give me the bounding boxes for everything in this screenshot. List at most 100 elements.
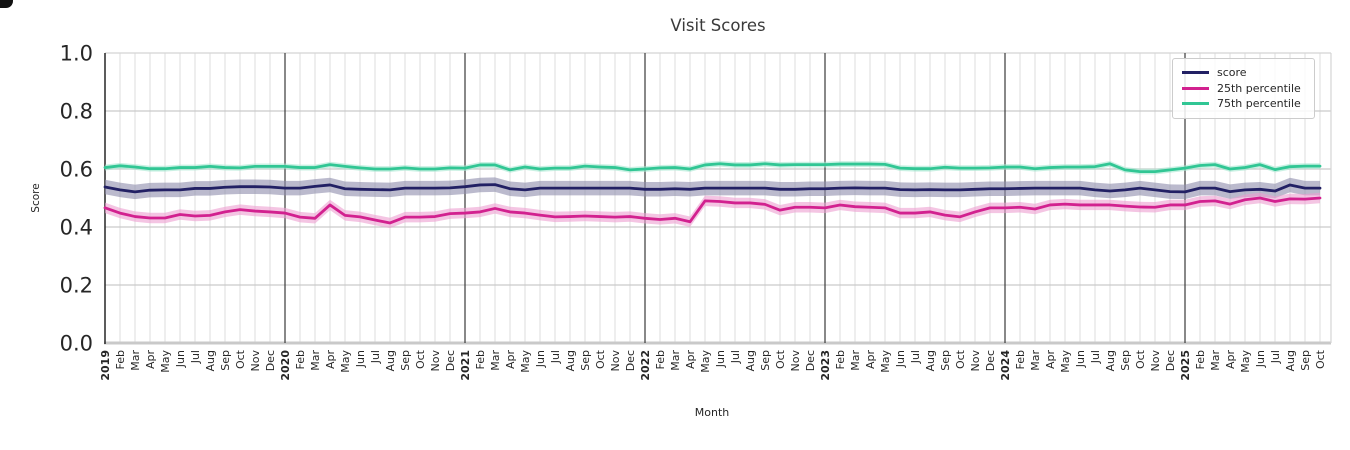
x-tick-label: Mar: [669, 350, 682, 371]
x-tick-label: Dec: [804, 350, 817, 371]
legend-label: 25th percentile: [1217, 81, 1301, 95]
x-tick-label: Sep: [939, 350, 952, 371]
legend-item-75th-percentile: 75th percentile: [1182, 96, 1306, 112]
legend-swatch: [1182, 86, 1209, 90]
x-tick-label: Jun: [174, 350, 187, 368]
x-tick-label: Aug: [1284, 350, 1297, 371]
x-tick-label: Sep: [1299, 350, 1312, 371]
x-tick-label: Apr: [1224, 350, 1237, 370]
x-tick-label: Aug: [1104, 350, 1117, 371]
legend-item-25th-percentile: 25th percentile: [1182, 81, 1306, 97]
x-tick-label: Apr: [504, 350, 517, 370]
x-tick-label: May: [1239, 350, 1252, 373]
x-tick-label: Jul: [189, 350, 202, 364]
x-tick-label: Apr: [864, 350, 877, 370]
y-tick-label: 0.8: [60, 100, 93, 124]
x-tick-label: Jul: [1089, 350, 1102, 364]
legend-label: score: [1217, 66, 1247, 80]
x-tick-label: Dec: [624, 350, 637, 371]
x-tick-label: Mar: [1209, 350, 1222, 371]
y-tick-label: 0.6: [60, 158, 93, 182]
legend-item-score: score: [1182, 65, 1306, 81]
x-tick-label: Aug: [564, 350, 577, 371]
x-tick-label: Feb: [1014, 350, 1027, 369]
x-tick-label: Oct: [414, 349, 427, 369]
x-tick-label: Mar: [489, 350, 502, 371]
x-tick-label: Jun: [354, 350, 367, 368]
x-tick-label: Mar: [849, 350, 862, 371]
legend-swatch: [1182, 71, 1209, 75]
x-tick-label: Sep: [579, 350, 592, 371]
x-tick-label: Feb: [654, 350, 667, 369]
x-tick-label: May: [339, 350, 352, 373]
x-tick-label: Dec: [984, 350, 997, 371]
x-tick-label: Apr: [144, 350, 157, 370]
x-tick-label: Feb: [294, 350, 307, 369]
corner-artifact: [0, 0, 13, 8]
x-tick-label: Jun: [534, 350, 547, 368]
x-tick-label: Jun: [1074, 350, 1087, 368]
25th-percentile-band: [105, 192, 1320, 229]
x-tick-label: Feb: [474, 350, 487, 369]
x-tick-label: May: [159, 350, 172, 373]
x-tick-label: Dec: [444, 350, 457, 371]
score-line: [103, 183, 1322, 194]
x-tick-label: Nov: [609, 350, 622, 372]
y-tick-label: 0.0: [60, 332, 93, 356]
x-tick-label: Jul: [909, 350, 922, 364]
x-tick-label: Mar: [309, 350, 322, 371]
x-tick-label: Jul: [1269, 350, 1282, 364]
x-axis-label: Month: [694, 406, 730, 419]
x-tick-label: May: [519, 350, 532, 373]
x-tick-label: Oct: [954, 349, 967, 369]
x-tick-label: Sep: [219, 350, 232, 371]
x-tick-label: Sep: [1119, 350, 1132, 371]
x-tick-label: Oct: [774, 349, 787, 369]
x-tick-label: Nov: [789, 350, 802, 372]
x-tick-label: 2023: [819, 350, 832, 381]
x-tick-label: Apr: [684, 350, 697, 370]
x-tick-label: Dec: [264, 350, 277, 371]
x-tick-label: Jun: [1254, 350, 1267, 368]
x-tick-label: Oct: [1134, 349, 1147, 369]
x-tick-label: Aug: [744, 350, 757, 371]
x-tick-label: Jul: [729, 350, 742, 364]
x-tick-label: Aug: [384, 350, 397, 371]
x-tick-label: 2020: [279, 350, 292, 381]
y-tick-label: 0.2: [60, 274, 93, 298]
legend: score 25th percentile 75th percentile: [1172, 58, 1315, 119]
x-tick-label: Apr: [324, 350, 337, 370]
x-tick-label: Feb: [834, 350, 847, 369]
x-tick-label: 2022: [639, 350, 652, 381]
x-tick-label: Sep: [399, 350, 412, 371]
x-tick-label: Oct: [1314, 349, 1327, 369]
x-tick-label: Jun: [894, 350, 907, 368]
x-tick-label: Dec: [1164, 350, 1177, 371]
x-tick-label: 2019: [99, 350, 112, 381]
x-tick-label: Nov: [1149, 350, 1162, 372]
x-tick-label: May: [1059, 350, 1072, 373]
x-tick-label: Nov: [249, 350, 262, 372]
x-tick-label: Jul: [369, 350, 382, 364]
x-tick-label: Nov: [429, 350, 442, 372]
x-tick-label: 2024: [999, 350, 1012, 381]
x-tick-label: Jun: [714, 350, 727, 368]
chart-title: Visit Scores: [670, 16, 766, 35]
75th-percentile-line: [103, 162, 1322, 174]
x-tick-label: Oct: [234, 349, 247, 369]
y-axis-label: Score: [30, 183, 42, 213]
x-tick-label: Apr: [1044, 350, 1057, 370]
x-tick-label: Mar: [129, 350, 142, 371]
x-tick-label: Nov: [969, 350, 982, 372]
x-tick-label: 2025: [1179, 350, 1192, 381]
75th-percentile-band: [105, 160, 1320, 175]
x-tick-label: Feb: [114, 350, 127, 369]
legend-label: 75th percentile: [1217, 97, 1301, 111]
x-tick-label: Jul: [549, 350, 562, 364]
x-tick-label: 2021: [459, 350, 472, 381]
x-tick-label: Aug: [204, 350, 217, 371]
x-tick-label: Mar: [1029, 350, 1042, 371]
x-tick-label: Oct: [594, 349, 607, 369]
